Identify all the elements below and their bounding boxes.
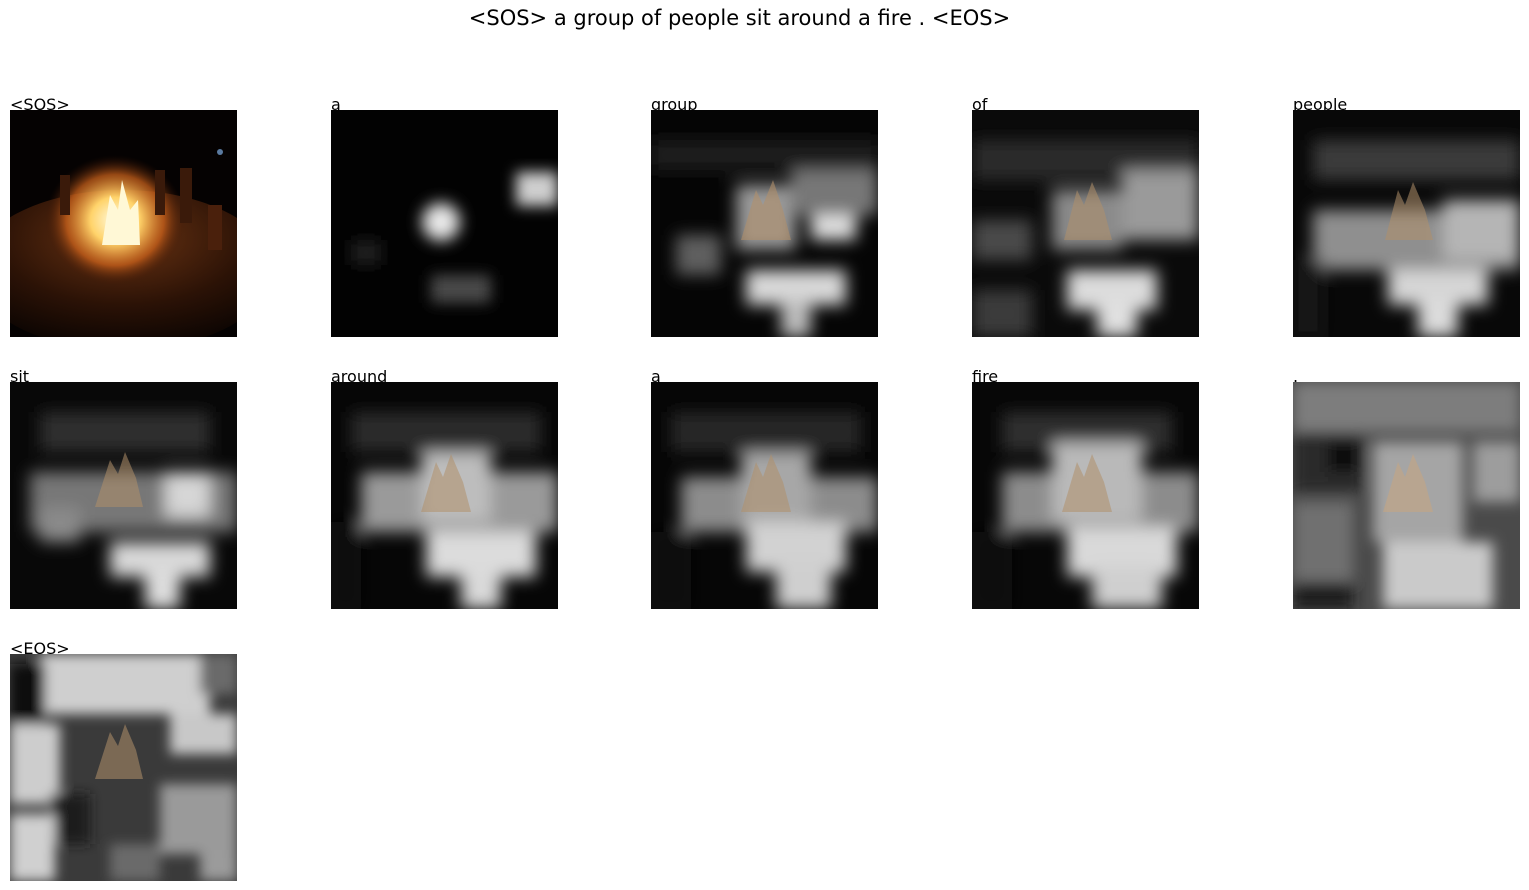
attention-map [972,110,1199,337]
attention-map [10,654,237,881]
panel-image-original [10,110,237,337]
attention-map [972,382,1199,609]
attention-map [651,110,878,337]
attention-map [10,382,237,609]
attention-map [1293,110,1520,337]
attention-map [331,382,558,609]
attention-map [331,110,558,337]
attention-map [651,382,878,609]
panel-label: around [329,366,396,390]
attention-map [1293,382,1520,609]
figure-title: <SOS> a group of people sit around a fir… [468,6,1011,30]
